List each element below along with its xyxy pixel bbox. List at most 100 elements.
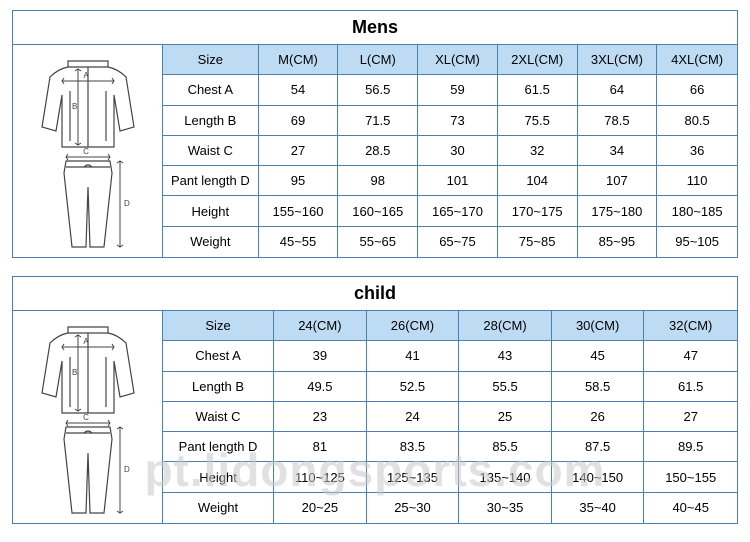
table-cell: 59 xyxy=(418,75,498,105)
table-cell: 110 xyxy=(657,166,737,196)
table-cell: 85.5 xyxy=(459,432,552,462)
table-cell: 95 xyxy=(259,166,339,196)
svg-text:C: C xyxy=(83,147,89,156)
table-cell: 95~105 xyxy=(657,227,737,257)
table-cell: 83.5 xyxy=(367,432,460,462)
col-header: 32(CM) xyxy=(644,311,737,341)
col-header: 24(CM) xyxy=(274,311,367,341)
row-label: Height xyxy=(163,196,259,226)
table-cell: 28.5 xyxy=(338,136,418,166)
table-cell: 55.5 xyxy=(459,372,552,402)
svg-text:A: A xyxy=(83,337,89,346)
table-cell: 160~165 xyxy=(338,196,418,226)
table-cell: 27 xyxy=(644,402,737,432)
table-cell: 24 xyxy=(367,402,460,432)
svg-text:A: A xyxy=(83,71,89,80)
child-table: Size 24(CM) 26(CM) 28(CM) 30(CM) 32(CM) … xyxy=(163,311,737,523)
table-cell: 23 xyxy=(274,402,367,432)
mens-content: A B xyxy=(13,45,737,257)
table-cell: 27 xyxy=(259,136,339,166)
table-cell: 69 xyxy=(259,106,339,136)
table-cell: 98 xyxy=(338,166,418,196)
child-content: A B C xyxy=(13,311,737,523)
row-label: Waist C xyxy=(163,136,259,166)
col-header: 2XL(CM) xyxy=(498,45,578,75)
table-cell: 55~65 xyxy=(338,227,418,257)
table-cell: 52.5 xyxy=(367,372,460,402)
row-label: Length B xyxy=(163,106,259,136)
table-cell: 26 xyxy=(552,402,645,432)
table-cell: 43 xyxy=(459,341,552,371)
col-header: 28(CM) xyxy=(459,311,552,341)
table-cell: 66 xyxy=(657,75,737,105)
col-header: Size xyxy=(163,45,259,75)
col-header: Size xyxy=(163,311,274,341)
svg-text:B: B xyxy=(72,368,77,377)
table-cell: 30 xyxy=(418,136,498,166)
table-cell: 71.5 xyxy=(338,106,418,136)
row-label: Chest A xyxy=(163,75,259,105)
mens-diagram: A B xyxy=(13,45,163,257)
table-cell: 58.5 xyxy=(552,372,645,402)
table-cell: 41 xyxy=(367,341,460,371)
svg-text:D: D xyxy=(124,199,130,208)
table-cell: 75.5 xyxy=(498,106,578,136)
table-cell: 64 xyxy=(578,75,658,105)
mens-title: Mens xyxy=(13,11,737,45)
table-cell: 56.5 xyxy=(338,75,418,105)
table-cell: 155~160 xyxy=(259,196,339,226)
row-label: Weight xyxy=(163,227,259,257)
col-header: M(CM) xyxy=(259,45,339,75)
table-cell: 78.5 xyxy=(578,106,658,136)
col-header: XL(CM) xyxy=(418,45,498,75)
col-header: 3XL(CM) xyxy=(578,45,658,75)
row-label: Length B xyxy=(163,372,274,402)
table-cell: 107 xyxy=(578,166,658,196)
table-cell: 89.5 xyxy=(644,432,737,462)
col-header: 30(CM) xyxy=(552,311,645,341)
table-cell: 20~25 xyxy=(274,493,367,523)
table-cell: 81 xyxy=(274,432,367,462)
mens-table: Size M(CM) L(CM) XL(CM) 2XL(CM) 3XL(CM) … xyxy=(163,45,737,257)
table-cell: 140~150 xyxy=(552,462,645,492)
row-label: Height xyxy=(163,462,274,492)
table-cell: 125~135 xyxy=(367,462,460,492)
table-cell: 47 xyxy=(644,341,737,371)
table-cell: 165~170 xyxy=(418,196,498,226)
table-cell: 85~95 xyxy=(578,227,658,257)
child-title: child xyxy=(13,277,737,311)
svg-text:B: B xyxy=(72,102,77,111)
mens-size-chart: Mens A xyxy=(12,10,738,258)
table-cell: 25 xyxy=(459,402,552,432)
row-label: Waist C xyxy=(163,402,274,432)
table-cell: 61.5 xyxy=(644,372,737,402)
table-cell: 180~185 xyxy=(657,196,737,226)
child-diagram: A B C xyxy=(13,311,163,523)
table-cell: 36 xyxy=(657,136,737,166)
table-cell: 35~40 xyxy=(552,493,645,523)
table-cell: 25~30 xyxy=(367,493,460,523)
table-cell: 80.5 xyxy=(657,106,737,136)
table-cell: 175~180 xyxy=(578,196,658,226)
table-cell: 170~175 xyxy=(498,196,578,226)
row-label: Chest A xyxy=(163,341,274,371)
svg-text:C: C xyxy=(83,413,89,422)
svg-text:D: D xyxy=(124,465,130,474)
table-cell: 34 xyxy=(578,136,658,166)
col-header: 26(CM) xyxy=(367,311,460,341)
table-cell: 65~75 xyxy=(418,227,498,257)
table-cell: 40~45 xyxy=(644,493,737,523)
table-cell: 39 xyxy=(274,341,367,371)
table-cell: 75~85 xyxy=(498,227,578,257)
col-header: L(CM) xyxy=(338,45,418,75)
table-cell: 150~155 xyxy=(644,462,737,492)
table-cell: 32 xyxy=(498,136,578,166)
table-cell: 104 xyxy=(498,166,578,196)
row-label: Pant length D xyxy=(163,166,259,196)
table-cell: 110~125 xyxy=(274,462,367,492)
row-label: Pant length D xyxy=(163,432,274,462)
table-cell: 54 xyxy=(259,75,339,105)
table-cell: 73 xyxy=(418,106,498,136)
tracksuit-diagram-icon: A B xyxy=(28,51,148,251)
child-size-chart: child A xyxy=(12,276,738,524)
